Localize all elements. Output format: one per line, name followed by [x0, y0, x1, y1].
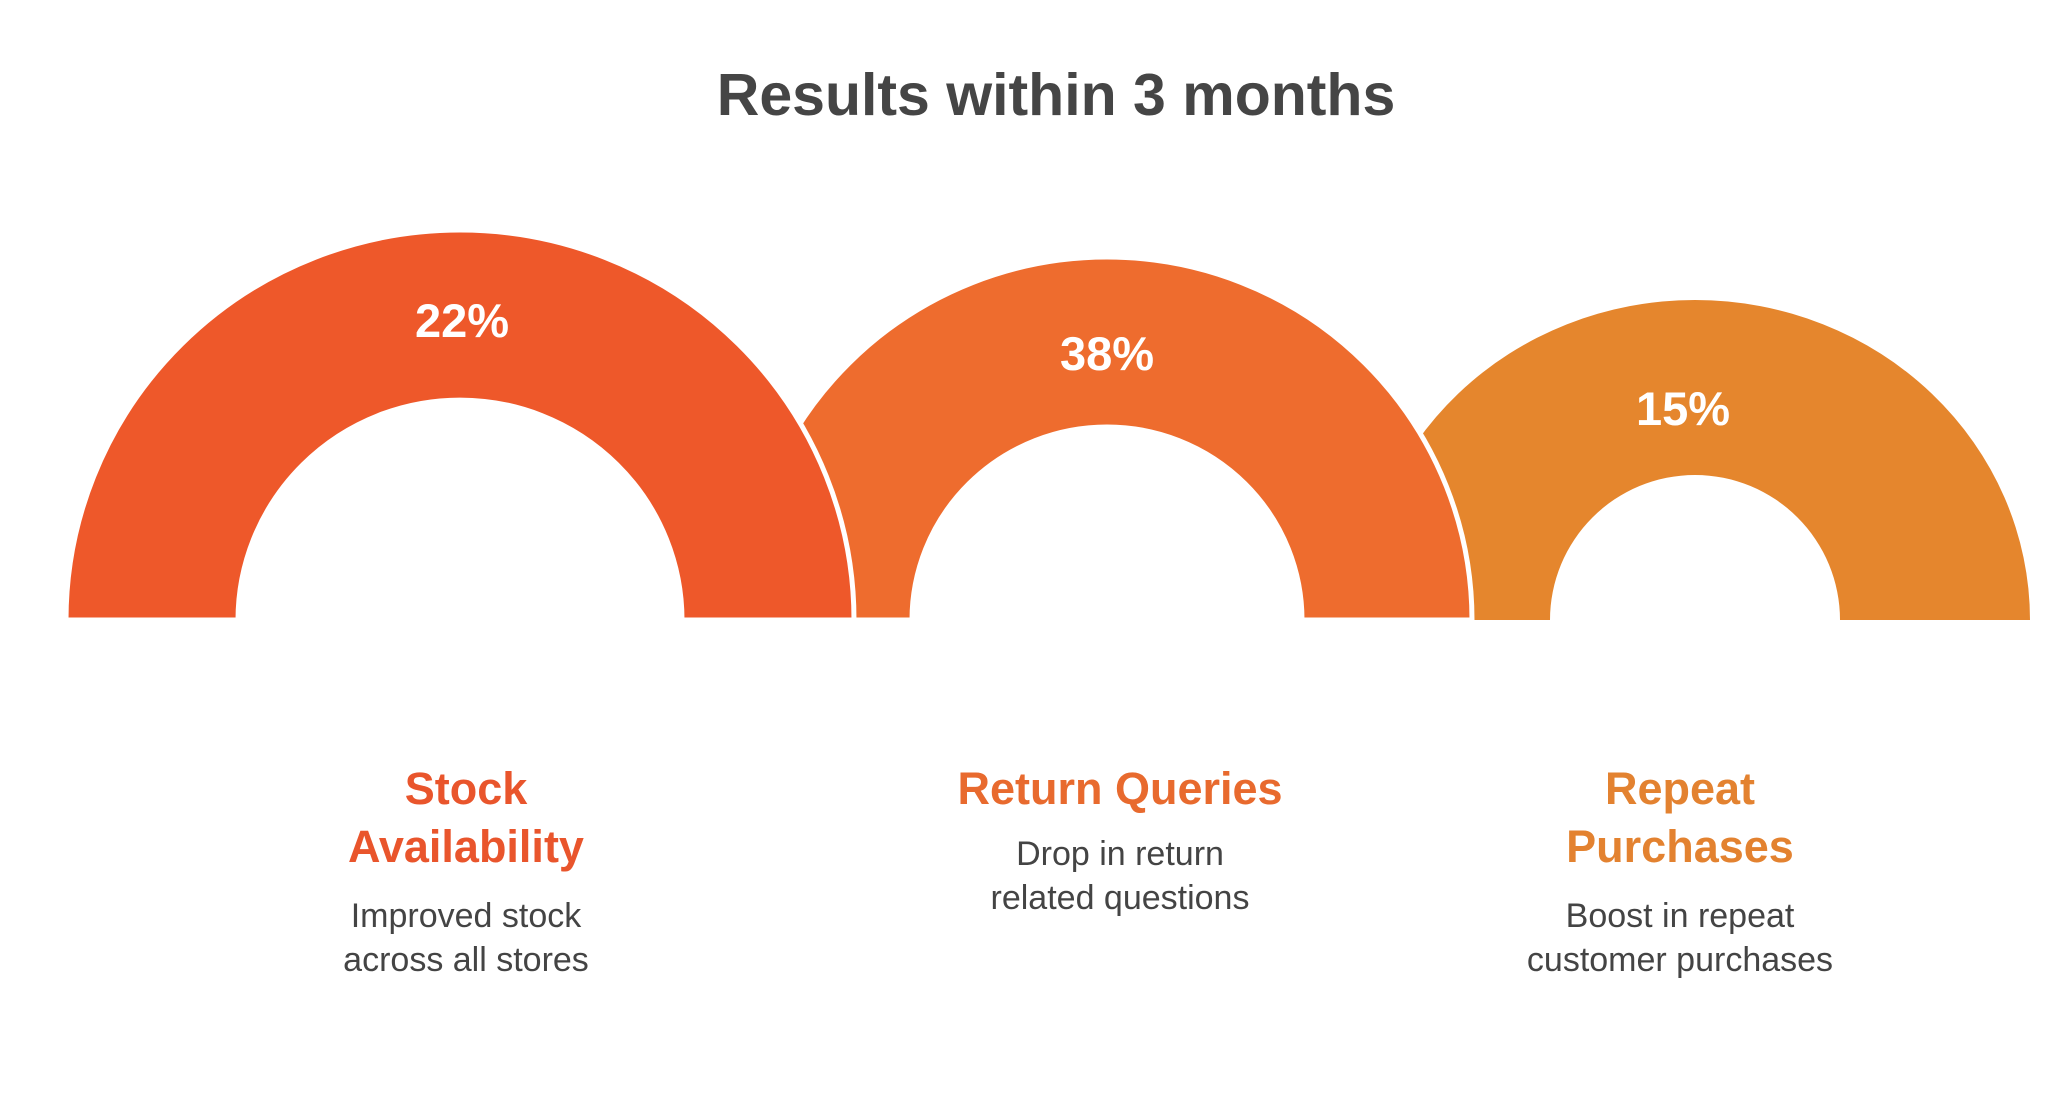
gauge-value-stock-availability: 22%	[415, 294, 509, 347]
metric-title: Repeat Purchases	[1566, 763, 1794, 872]
gauge-arc-repeat-purchases	[1360, 300, 2030, 620]
gauge-arcs: 22% 38% 15%	[63, 227, 2030, 623]
metric-description: Improved stock across all stores	[343, 897, 589, 979]
page-title: Results within 3 months	[716, 62, 1396, 128]
metric-card-stock-availability: Stock Availability Improved stock across…	[266, 760, 666, 982]
metric-card-return-queries: Return Queries Drop in return related qu…	[880, 760, 1360, 920]
metric-title: Stock Availability	[348, 763, 584, 872]
metric-title: Return Queries	[957, 763, 1283, 814]
gauge-arc-stock-availability	[63, 227, 857, 623]
gauge-value-return-queries: 38%	[1060, 327, 1154, 380]
metric-description: Boost in repeat customer purchases	[1526, 897, 1834, 979]
gauge-value-repeat-purchases: 15%	[1636, 382, 1730, 435]
metric-description: Drop in return related questions	[990, 835, 1250, 917]
metric-card-repeat-purchases: Repeat Purchases Boost in repeat custome…	[1460, 760, 1900, 982]
gauge-arc-return-queries	[739, 254, 1475, 623]
